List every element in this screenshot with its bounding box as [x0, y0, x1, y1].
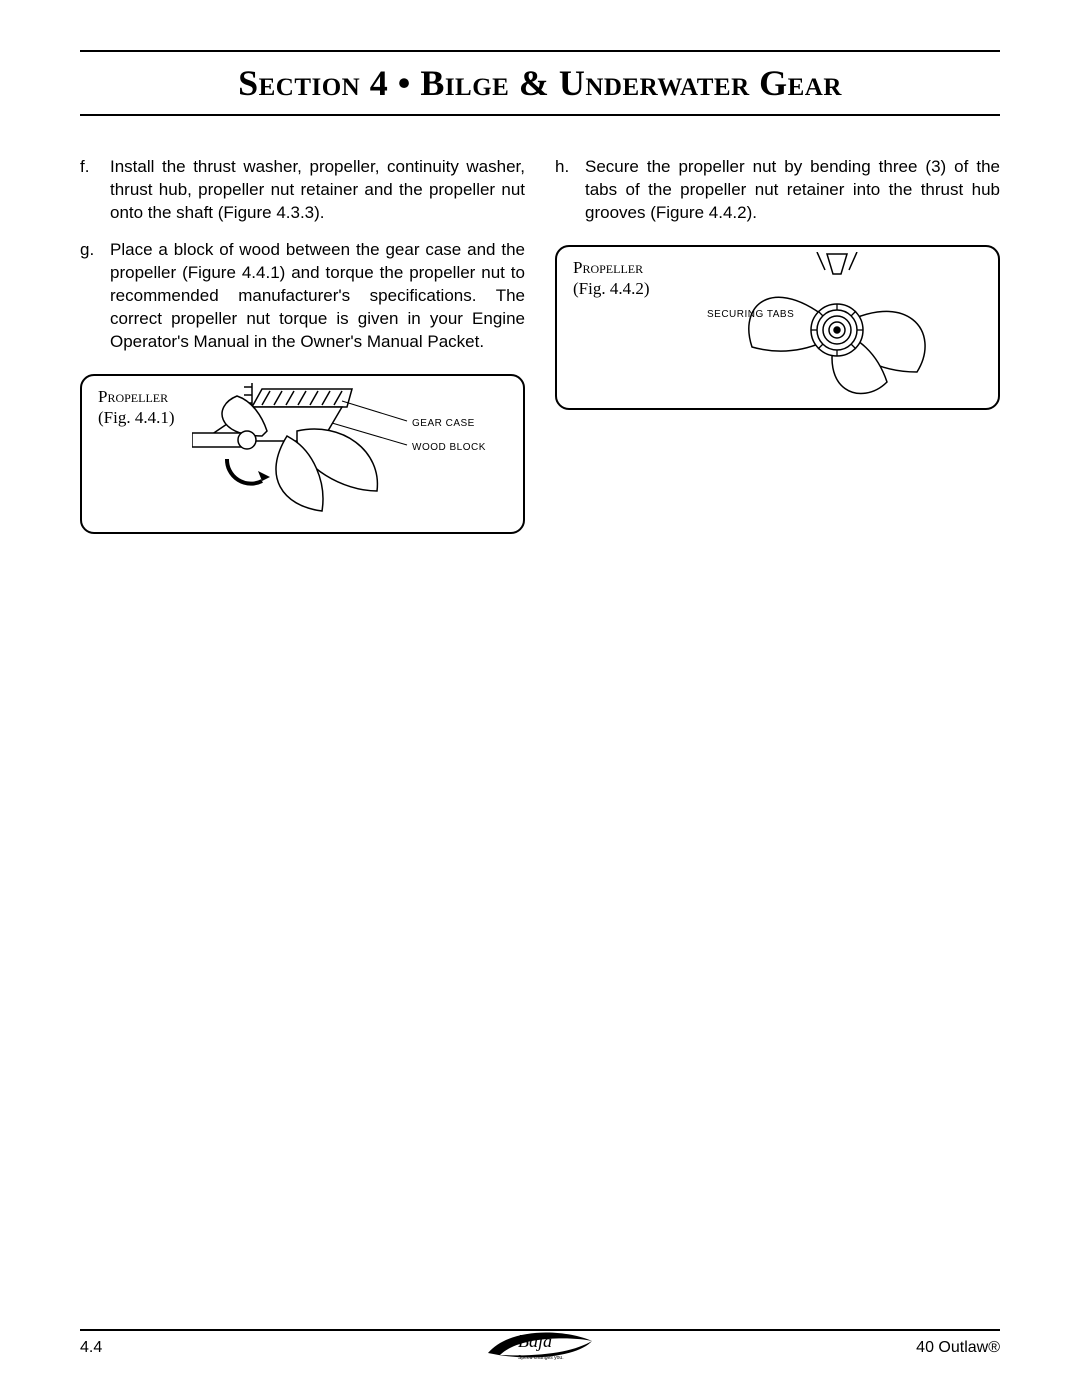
list-marker: g. — [80, 239, 110, 354]
page: Section 4 • Bilge & Underwater Gear f. I… — [0, 0, 1080, 1397]
figure-4-4-2: Propeller (Fig. 4.4.2) — [555, 245, 1000, 410]
list-text: Install the thrust washer, propeller, co… — [110, 156, 525, 225]
logo-tagline: Speed changes you. — [518, 1355, 564, 1361]
content-columns: f. Install the thrust washer, propeller,… — [80, 156, 1000, 534]
propeller-front-icon — [717, 252, 957, 402]
footer: 4.4 Baja Speed changes you. 40 Outlaw® — [80, 1329, 1000, 1357]
header-rule-bottom — [80, 114, 1000, 116]
figure-label-bottom: (Fig. 4.4.1) — [98, 408, 175, 427]
list-text: Place a block of wood between the gear c… — [110, 239, 525, 354]
callout-securing-tabs: SECURING TABS — [707, 309, 794, 320]
list-text: Secure the propeller nut by bending thre… — [585, 156, 1000, 225]
figure-4-4-1: Propeller (Fig. 4.4.1) — [80, 374, 525, 534]
svg-text:Baja: Baja — [518, 1331, 552, 1351]
list-marker: h. — [555, 156, 585, 225]
section-title: Section 4 • Bilge & Underwater Gear — [80, 58, 1000, 108]
header-rule-top — [80, 50, 1000, 52]
callout-wood-block: WOOD BLOCK — [412, 442, 486, 453]
model-name: 40 Outlaw® — [916, 1339, 1000, 1357]
list-item: f. Install the thrust washer, propeller,… — [80, 156, 525, 225]
brand-logo-icon: Baja Speed changes you. — [480, 1329, 600, 1368]
list-item: g. Place a block of wood between the gea… — [80, 239, 525, 354]
list-marker: f. — [80, 156, 110, 225]
list-item: h. Secure the propeller nut by bending t… — [555, 156, 1000, 225]
figure-label-top: Propeller — [98, 387, 168, 406]
footer-row: 4.4 Baja Speed changes you. 40 Outlaw® — [80, 1339, 1000, 1357]
page-number: 4.4 — [80, 1339, 102, 1357]
figure-label: Propeller (Fig. 4.4.1) — [98, 386, 175, 429]
header: Section 4 • Bilge & Underwater Gear — [80, 50, 1000, 116]
figure-label-bottom: (Fig. 4.4.2) — [573, 279, 650, 298]
right-column: h. Secure the propeller nut by bending t… — [555, 156, 1000, 534]
figure-label-top: Propeller — [573, 258, 643, 277]
callout-gear-case: GEAR CASE — [412, 418, 475, 429]
figure-label: Propeller (Fig. 4.4.2) — [573, 257, 650, 300]
left-column: f. Install the thrust washer, propeller,… — [80, 156, 525, 534]
